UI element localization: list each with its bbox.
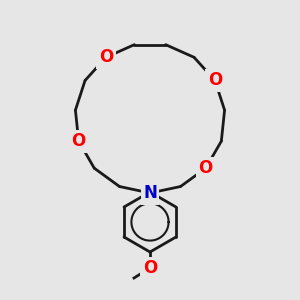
- Text: O: O: [71, 132, 86, 150]
- Text: O: O: [143, 259, 157, 277]
- Text: O: O: [199, 159, 213, 177]
- Text: N: N: [143, 184, 157, 202]
- Text: O: O: [99, 48, 113, 66]
- Text: O: O: [208, 71, 222, 89]
